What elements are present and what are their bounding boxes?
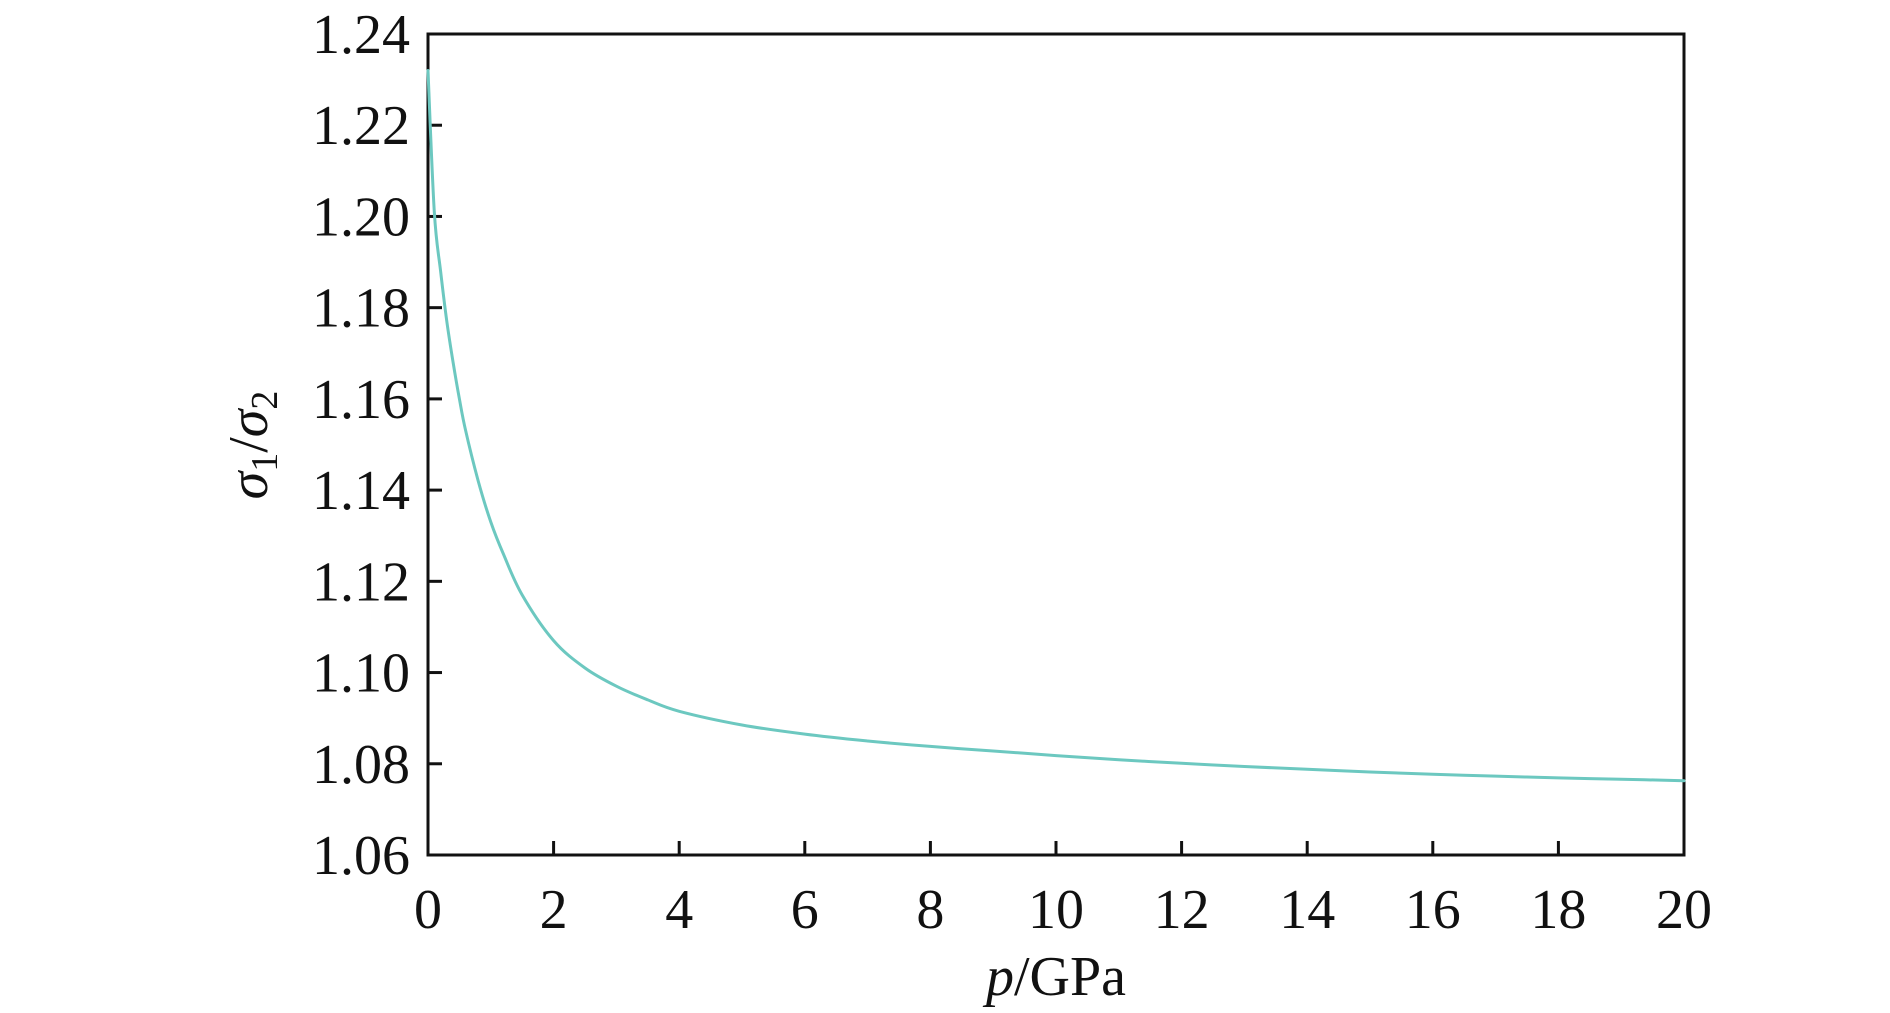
y-tick-label: 1.10 — [312, 643, 410, 705]
x-tick-label: 10 — [1028, 879, 1084, 941]
x-tick-label: 4 — [665, 879, 693, 941]
x-axis-label-var: p — [982, 946, 1014, 1008]
y-tick-label: 1.14 — [312, 460, 410, 522]
y-axis-label-den-sub: 2 — [244, 391, 286, 410]
series-line — [426, 69, 1686, 783]
y-tick-label: 1.12 — [312, 551, 410, 613]
x-tick-label: 8 — [916, 879, 944, 941]
x-tick-label: 16 — [1405, 879, 1461, 941]
y-axis-label-den: σ — [218, 407, 280, 437]
y-axis-label-num-sub: 1 — [244, 453, 286, 472]
plot-frame — [426, 32, 1686, 857]
x-tick-label: 20 — [1656, 879, 1712, 941]
x-tick-label: 0 — [414, 879, 442, 941]
y-tick-label: 1.20 — [312, 186, 410, 248]
y-tick-label: 1.18 — [312, 278, 410, 340]
y-axis-label-slash: / — [218, 437, 280, 453]
y-tick-label: 1.24 — [312, 4, 410, 66]
x-tick-label: 18 — [1530, 879, 1586, 941]
x-axis-label: p/GPa — [982, 946, 1126, 1008]
x-tick-label: 6 — [791, 879, 819, 941]
x-tick-label: 2 — [540, 879, 568, 941]
x-tick-label: 14 — [1279, 879, 1335, 941]
y-axis-label: σ1/σ2 — [218, 391, 286, 500]
y-axis-label-num: σ — [218, 469, 280, 499]
x-axis-ticks: 0 2 4 6 8 10 12 14 16 18 20 — [414, 841, 1712, 941]
y-axis-ticks: 1.06 1.08 1.10 1.12 1.14 1.16 1.18 1.20 1.22 1.24 — [312, 4, 442, 887]
y-tick-label: 1.16 — [312, 369, 410, 431]
x-tick-label: 12 — [1154, 879, 1210, 941]
y-tick-label: 1.08 — [312, 734, 410, 796]
x-axis-label-unit: /GPa — [1014, 946, 1126, 1008]
series-layer — [426, 69, 1686, 783]
y-tick-label: 1.06 — [312, 825, 410, 887]
y-tick-label: 1.22 — [312, 95, 410, 157]
